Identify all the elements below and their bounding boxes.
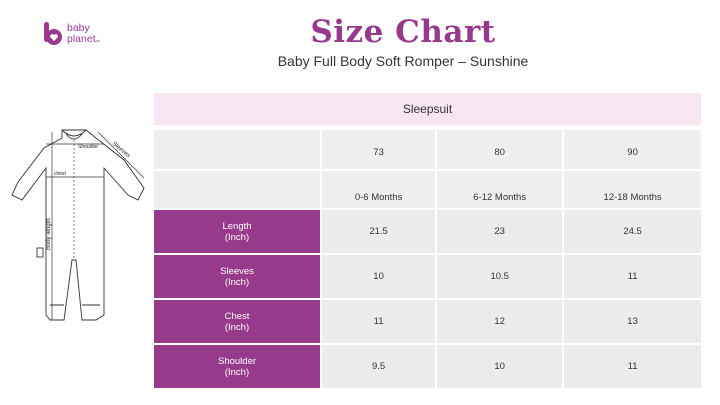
label-text: Chest (224, 310, 250, 322)
value-cell: 13 (563, 299, 702, 344)
value-cell: 11 (321, 299, 437, 344)
row-label: Length (Inch) (153, 209, 321, 254)
table-heading: Sleepsuit (153, 92, 702, 129)
label-text: Shoulder (217, 355, 257, 367)
value-cell: 23 (436, 209, 564, 254)
empty-cell (153, 170, 321, 209)
row-label: Shoulder (Inch) (153, 344, 321, 389)
table-row: Chest (Inch) 11 12 13 (153, 299, 702, 344)
label-text: Sleeves (220, 265, 254, 277)
logo-text: baby planetpk (67, 21, 100, 46)
romper-diagram: Shoulder chest Sleeves Body length (11, 129, 145, 321)
logo-suffix: pk (95, 37, 100, 43)
chest-label: chest (54, 171, 67, 177)
page-title: Size Chart (310, 14, 496, 50)
value-cell: 11 (563, 344, 702, 389)
value-cell: 9.5 (321, 344, 437, 389)
unit-text: (Inch) (224, 321, 250, 333)
sleeves-label: Sleeves (111, 141, 131, 159)
age-cell: 0-6 Months (321, 170, 437, 209)
age-cell: 12-18 Months (563, 170, 702, 209)
page-subtitle: Baby Full Body Soft Romper – Sunshine (277, 53, 529, 69)
unit-text: (Inch) (224, 366, 250, 378)
value-cell: 24.5 (563, 209, 702, 254)
size-cell: 80 (436, 129, 564, 170)
size-row: 73 80 90 (153, 129, 702, 170)
value-cell: 11 (563, 254, 702, 299)
unit-text: (Inch) (224, 231, 250, 243)
value-cell: 10 (321, 254, 437, 299)
table-row: Shoulder (Inch) 9.5 10 11 (153, 344, 702, 389)
size-cell: 73 (321, 129, 437, 170)
row-label: Chest (Inch) (153, 299, 321, 344)
size-table: Sleepsuit 73 80 90 0-6 Months 6-12 Month… (153, 92, 702, 389)
size-cell: 90 (563, 129, 702, 170)
value-cell: 21.5 (321, 209, 437, 254)
shoulder-label: Shoulder (78, 144, 98, 150)
table-row: Sleeves (Inch) 10 10.5 11 (153, 254, 702, 299)
logo: baby planetpk (44, 22, 100, 46)
unit-text: (Inch) (224, 276, 250, 288)
body-length-label: Body length (46, 218, 52, 250)
label-text: Length (222, 220, 252, 232)
value-cell: 12 (436, 299, 564, 344)
age-cell: 6-12 Months (436, 170, 564, 209)
value-cell: 10.5 (436, 254, 564, 299)
age-row: 0-6 Months 6-12 Months 12-18 Months (153, 170, 702, 209)
value-cell: 10 (436, 344, 564, 389)
logo-line1: baby (67, 21, 90, 34)
logo-heart-icon (44, 22, 62, 45)
table-row: Length (Inch) 21.5 23 24.5 (153, 209, 702, 254)
logo-line2: planet (67, 32, 96, 45)
row-label: Sleeves (Inch) (153, 254, 321, 299)
empty-cell (153, 129, 321, 170)
